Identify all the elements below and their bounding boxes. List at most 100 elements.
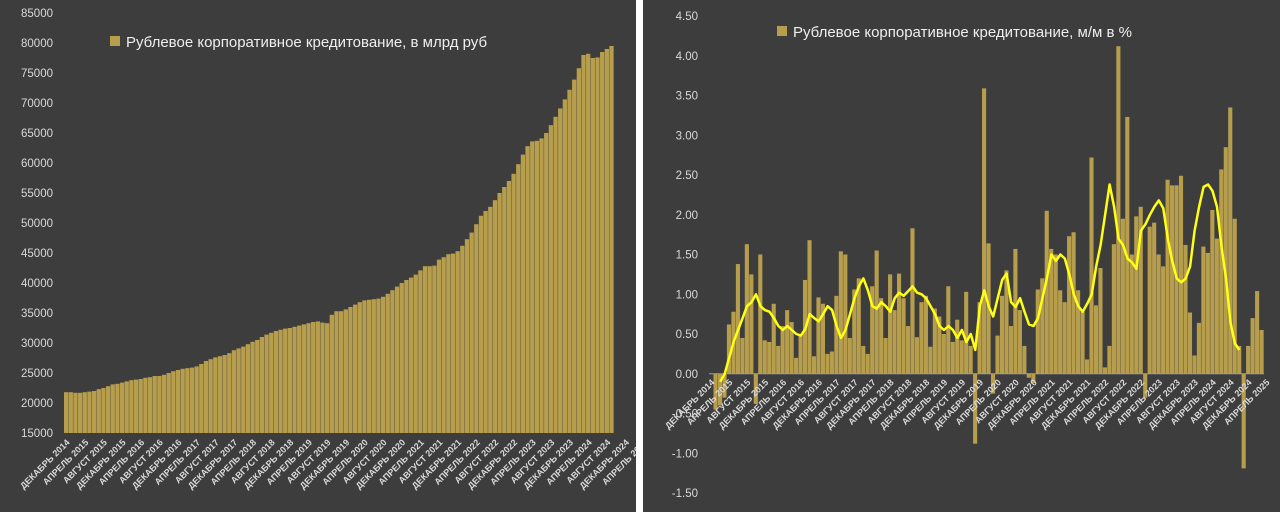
bar <box>292 326 297 433</box>
bar <box>776 345 781 374</box>
bar <box>847 337 852 374</box>
bar <box>506 181 512 433</box>
bar <box>516 164 521 433</box>
bar <box>834 295 839 374</box>
bar <box>767 341 772 374</box>
bar <box>315 321 320 433</box>
bar <box>713 373 718 410</box>
bar <box>1165 179 1170 374</box>
growth-chart: 4.50 4.00 3.50 3.00 2.50 2.00 1.50 1.00 0.50 0.00… <box>663 11 1272 500</box>
bar <box>385 293 390 433</box>
bar <box>352 304 358 433</box>
bar <box>87 391 92 433</box>
bar <box>343 309 348 433</box>
bar <box>1040 278 1045 374</box>
bar <box>1214 238 1219 374</box>
bar <box>306 323 311 433</box>
y-tick-label: 50000 <box>21 218 53 230</box>
bar <box>928 346 933 374</box>
bar <box>829 351 834 374</box>
bar <box>950 341 955 374</box>
bar <box>115 383 120 433</box>
bar <box>77 392 83 433</box>
bar <box>982 88 987 374</box>
bar <box>357 302 362 433</box>
bar <box>469 232 474 433</box>
bar <box>861 345 866 374</box>
bar <box>264 334 269 433</box>
bar <box>64 392 69 433</box>
bar <box>1098 268 1103 374</box>
bar <box>717 373 723 406</box>
trend-line <box>719 183 1241 383</box>
bar <box>1044 210 1049 374</box>
bar <box>856 278 861 374</box>
bar <box>1205 252 1210 374</box>
bar <box>1062 302 1067 374</box>
bar <box>995 335 1000 374</box>
bar <box>1093 305 1099 374</box>
y-tick-label: 2.00 <box>676 210 698 222</box>
bar <box>1084 359 1090 374</box>
bar <box>320 322 325 433</box>
bar <box>1152 222 1157 374</box>
bar <box>171 371 176 433</box>
bar <box>138 379 143 433</box>
bar <box>311 322 316 433</box>
bar <box>874 250 879 374</box>
y-tick-label: 3.00 <box>676 130 698 142</box>
bar <box>1026 373 1031 378</box>
bar <box>753 373 758 404</box>
bar <box>1156 254 1161 374</box>
bar <box>544 133 549 433</box>
bar <box>474 224 479 433</box>
bar <box>843 254 848 374</box>
bar <box>213 357 218 433</box>
y-tick-label: 20000 <box>21 398 53 410</box>
bar <box>413 274 418 433</box>
y-tick-label: 3.50 <box>676 91 698 103</box>
bar <box>203 361 209 433</box>
bar <box>820 303 826 374</box>
bar <box>910 228 915 374</box>
bar <box>1143 373 1148 398</box>
bar <box>1071 232 1076 374</box>
bar <box>101 388 106 433</box>
bar <box>562 99 568 434</box>
bar <box>394 286 400 433</box>
bar <box>464 239 470 433</box>
y-tick-label: 0.00 <box>676 369 698 381</box>
legend: Рублевое корпоративное кредитование, м/м… <box>777 24 1132 41</box>
bar <box>217 356 223 433</box>
bar <box>446 254 451 433</box>
bar <box>278 329 283 433</box>
bar <box>558 108 563 434</box>
bar <box>722 373 727 398</box>
bar <box>964 291 969 374</box>
bar <box>990 373 996 394</box>
bar <box>390 290 395 433</box>
y-tick-label: 25000 <box>21 368 53 380</box>
bar <box>105 386 111 433</box>
y-tick-label: -1.50 <box>672 488 698 500</box>
bar <box>297 325 302 433</box>
bar <box>250 341 255 433</box>
bar <box>811 356 817 374</box>
bar <box>432 265 437 433</box>
bar <box>1178 175 1184 374</box>
level-chart: 85000 80000 75000 70000 65000 60000 55000 50000… <box>18 8 636 491</box>
bar <box>1228 107 1233 374</box>
bar <box>749 274 754 374</box>
bar <box>901 298 906 374</box>
bar <box>325 323 330 433</box>
legend-label: Рублевое корпоративное кредитование, в м… <box>126 34 487 51</box>
bar <box>371 299 376 433</box>
bar <box>590 58 595 433</box>
bar <box>896 273 902 374</box>
bar <box>1210 209 1215 374</box>
bar <box>865 353 870 374</box>
bar <box>941 334 946 374</box>
bar <box>329 314 334 433</box>
y-tick-label: 55000 <box>21 188 53 200</box>
bar <box>1219 169 1224 374</box>
